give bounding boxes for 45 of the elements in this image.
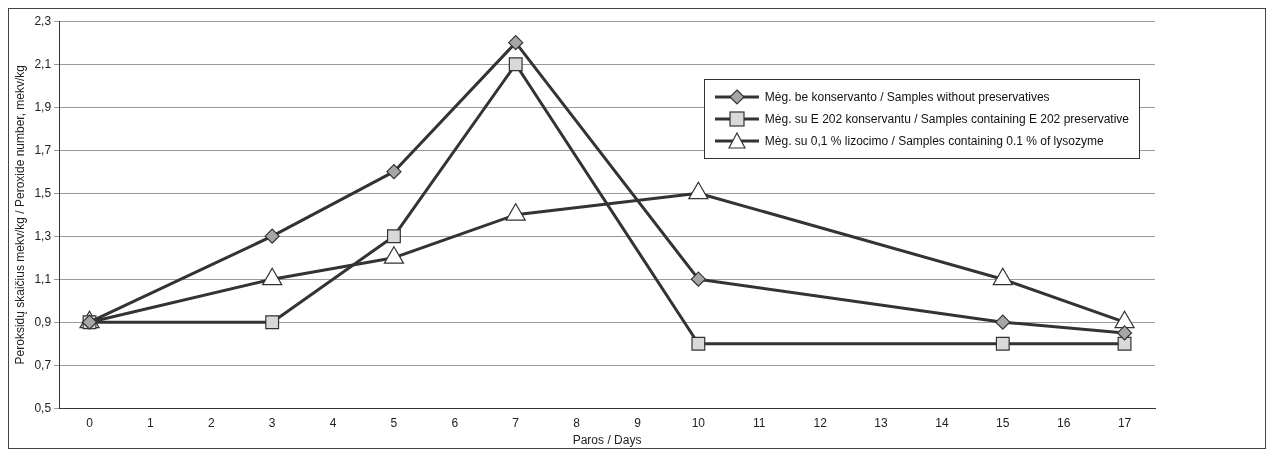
x-tick-label: 1 [147, 415, 155, 430]
y-tick-label: 0,9 [34, 314, 52, 329]
point [995, 314, 1011, 330]
x-tick-label: 4 [329, 415, 337, 430]
legend-label: Mėg. su E 202 konservantu / Samples containing E 202 preservative [764, 112, 1129, 126]
x-tick-label: 16 [1056, 415, 1071, 430]
x-tick-label: 3 [268, 415, 276, 430]
x-tick-label: 6 [451, 415, 459, 430]
y-tick-label: 2,1 [34, 56, 52, 71]
y-tick-label: 1,1 [34, 271, 52, 286]
x-tick-label: 9 [634, 415, 642, 430]
x-tick-label: 14 [935, 415, 949, 430]
y-tick-label: 1,3 [34, 228, 52, 243]
y-tick-label: 1,9 [34, 99, 52, 114]
x-tick-label: 10 [691, 415, 706, 430]
x-tick-label: 15 [996, 415, 1010, 430]
point [508, 57, 523, 72]
x-tick-label: 0 [86, 415, 94, 430]
x-tick-label: 2 [207, 415, 215, 430]
y-tick-label: 1,5 [34, 185, 52, 200]
x-tick-label: 17 [1117, 415, 1132, 430]
point [691, 336, 706, 351]
x-tick-label: 12 [813, 415, 828, 430]
point [508, 35, 524, 51]
x-tick-label: 11 [753, 415, 766, 430]
point [1117, 336, 1132, 351]
point [264, 228, 280, 244]
x-tick-label: 13 [874, 415, 889, 430]
x-tick-label: 8 [573, 415, 581, 430]
point [995, 336, 1010, 351]
x-axis-title: Paros / Days [572, 433, 642, 448]
point [386, 229, 401, 244]
x-tick-label: 5 [390, 415, 398, 430]
point [690, 271, 706, 287]
legend-label: Mėg. su 0,1 % lizocimo / Samples containing 0.1 % of lysozyme [764, 134, 1104, 148]
point [1116, 325, 1133, 341]
y-tick-label: 0,7 [34, 357, 52, 372]
y-tick-label: 0,5 [34, 400, 52, 415]
y-axis-title: Peroksidų skaičius mekv/kg / Peroxide number, mekv/kg [12, 64, 27, 365]
y-tick-label: 2,3 [34, 13, 52, 28]
legend-label: Mėg. be konservanto / Samples without preservatives [764, 90, 1050, 104]
point [386, 164, 402, 180]
x-tick-label: 7 [512, 415, 520, 430]
point [265, 315, 280, 330]
y-tick-label: 1,7 [34, 142, 52, 157]
